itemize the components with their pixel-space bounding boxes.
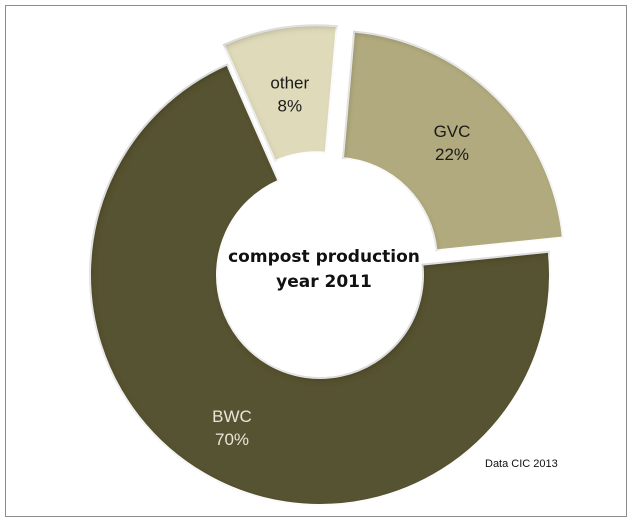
slice-label-gvc: GVC <box>434 122 471 141</box>
slice-bwc <box>89 63 551 506</box>
slice-gvc <box>341 30 564 252</box>
slice-label-other: other <box>270 74 309 93</box>
chart-subtitle: year 2011 <box>276 272 372 292</box>
slice-value-bwc: 70% <box>215 430 249 449</box>
slice-other <box>222 24 338 163</box>
donut-slices <box>89 24 564 506</box>
slice-value-gvc: 22% <box>435 145 469 164</box>
slice-value-other: 8% <box>278 97 303 116</box>
slice-label-bwc: BWC <box>212 407 252 426</box>
source-note: Data CIC 2013 <box>485 458 558 470</box>
chart-title: compost production <box>228 247 420 267</box>
slice-labels: GVC 22% BWC 70% other 8% <box>212 74 470 450</box>
